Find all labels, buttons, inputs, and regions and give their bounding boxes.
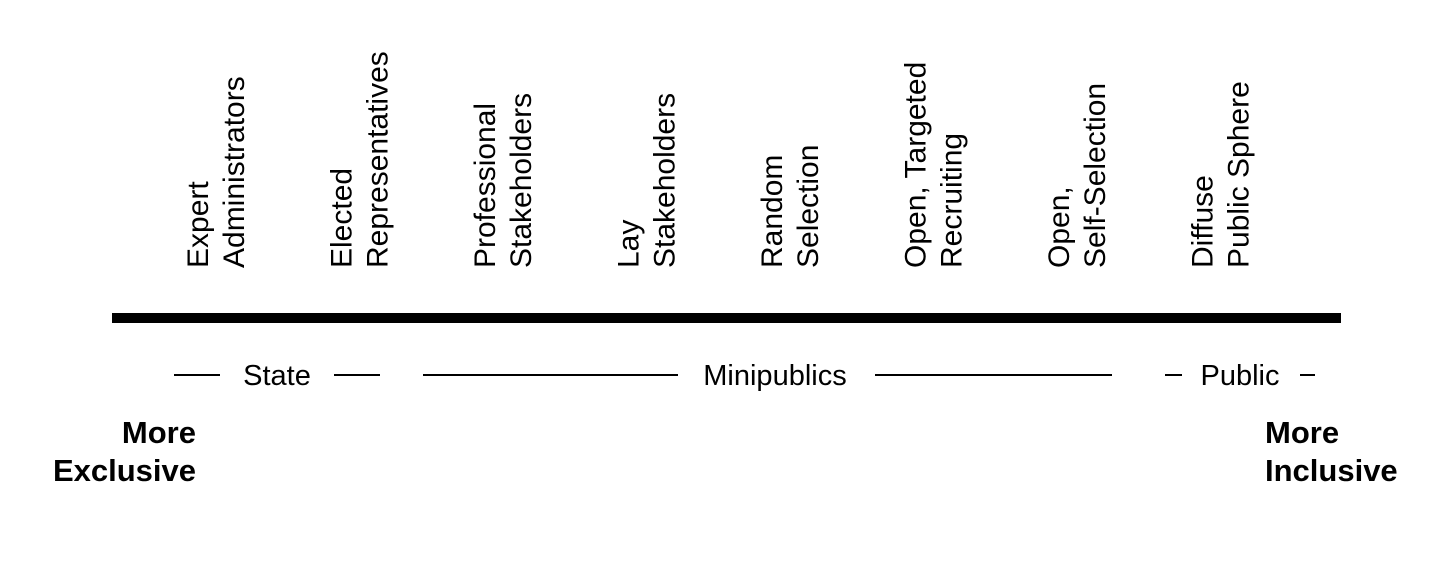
node-label: Professional xyxy=(469,103,502,268)
end-label: More xyxy=(1265,415,1339,450)
node-label: Stakeholders xyxy=(649,93,682,268)
node-label: Lay xyxy=(613,220,646,268)
node-label: Elected xyxy=(326,168,359,268)
node-label: Recruiting xyxy=(936,133,969,268)
node-label: Expert xyxy=(182,181,215,268)
end-label: More xyxy=(122,415,196,450)
node-label: Self-Selection xyxy=(1079,83,1112,268)
node-label: Public Sphere xyxy=(1223,81,1256,268)
group-label: Minipublics xyxy=(703,360,846,392)
node-label: Open, xyxy=(1043,186,1076,268)
node-label: Stakeholders xyxy=(505,93,538,268)
node-label: Random xyxy=(756,155,789,268)
node-label: Diffuse xyxy=(1187,175,1220,268)
group-label: Public xyxy=(1201,360,1280,392)
spectrum-axis xyxy=(112,313,1341,323)
end-label: Exclusive xyxy=(53,453,196,488)
node-label: Open, Targeted xyxy=(900,62,933,268)
group-label: State xyxy=(243,360,311,392)
node-label: Selection xyxy=(792,145,825,268)
end-label: Inclusive xyxy=(1265,453,1398,488)
node-label: Administrators xyxy=(218,76,251,268)
node-label: Representatives xyxy=(362,51,395,268)
